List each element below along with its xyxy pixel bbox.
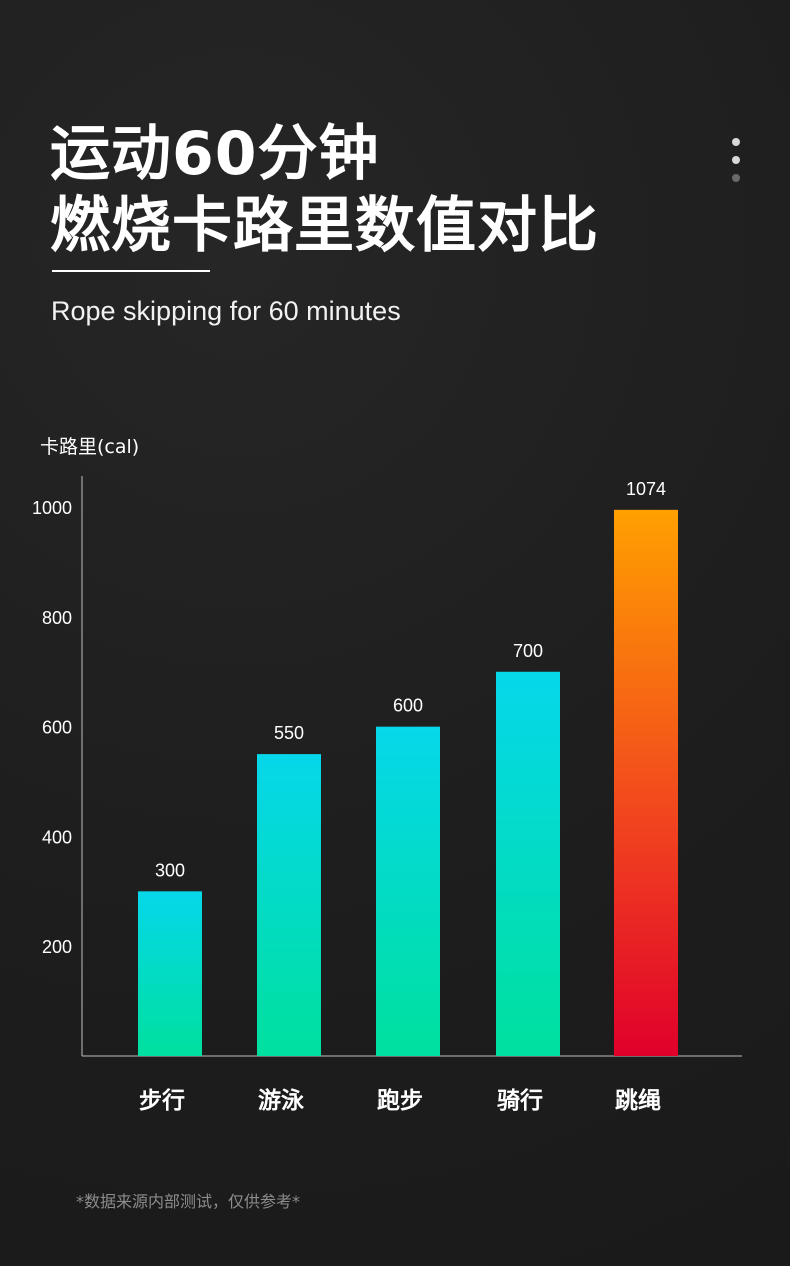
x-tick-label: 步行 (139, 1087, 185, 1114)
x-tick-label: 骑行 (497, 1087, 543, 1114)
x-tick-label: 跑步 (377, 1088, 423, 1114)
data-label: 550 (274, 723, 304, 743)
indicator-dot (732, 174, 740, 182)
page-title: 运动60分钟 燃烧卡路里数值对比 (50, 118, 599, 262)
x-tick-label: 游泳 (258, 1087, 304, 1114)
title-divider (52, 270, 210, 272)
bar-5 (614, 509, 678, 1057)
bar-4 (496, 671, 560, 1056)
y-tick-label: 200 (42, 937, 72, 957)
data-label: 300 (155, 860, 185, 880)
bar-1 (138, 891, 202, 1056)
data-label: 1074 (626, 479, 666, 499)
title-line-1: 运动60分钟 (50, 119, 380, 189)
bar-chart: 200 400 600 800 1000 300 步行 550 游泳 600 跑步 700 骑行 1074… (32, 476, 742, 1114)
y-tick-label: 400 (42, 827, 72, 847)
subtitle: Rope skipping for 60 minutes (51, 296, 401, 326)
y-tick-label: 600 (42, 718, 72, 738)
y-tick-label: 800 (42, 608, 72, 628)
footnote: *数据来源内部测试，仅供参考* (76, 1192, 301, 1211)
y-tick-label: 1000 (32, 498, 72, 518)
page-indicator (732, 138, 742, 192)
data-label: 600 (393, 696, 423, 716)
x-tick-label: 跳绳 (615, 1087, 661, 1114)
data-label: 700 (513, 641, 543, 661)
y-axis-label: 卡路里(cal) (40, 436, 140, 458)
bar-3 (376, 726, 440, 1056)
bar-2 (257, 754, 321, 1056)
indicator-dot (732, 156, 740, 164)
indicator-dot (732, 138, 740, 146)
title-line-2: 燃烧卡路里数值对比 (50, 191, 599, 261)
